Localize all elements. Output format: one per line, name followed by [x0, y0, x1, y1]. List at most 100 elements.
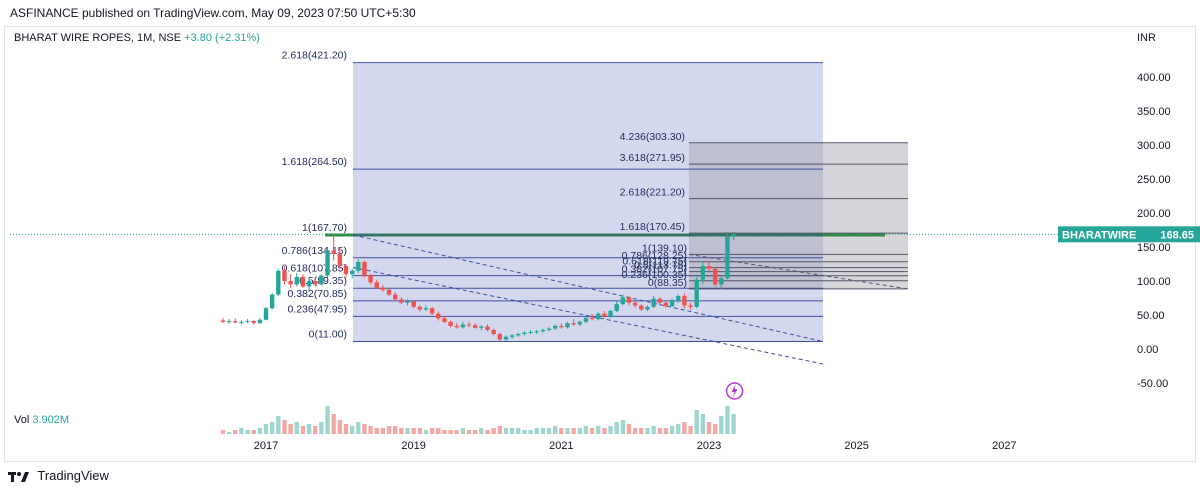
candle-body	[257, 319, 263, 324]
volume-bar	[300, 426, 306, 434]
volume-bar	[386, 426, 392, 434]
fib-retracement-zone	[353, 62, 823, 342]
candle-body	[263, 308, 269, 320]
volume-bar	[417, 428, 423, 434]
candle-body	[429, 308, 435, 314]
candle-body	[288, 281, 293, 285]
volume-bar	[374, 428, 379, 434]
volume-bar	[657, 428, 662, 434]
candle-body	[245, 321, 250, 323]
candle-body	[725, 236, 730, 279]
x-axis-tick-label: 2027	[992, 440, 1016, 452]
fib-extension-label: 2.618(221.20)	[620, 187, 685, 199]
volume-bar	[226, 432, 232, 434]
volume-bar	[602, 428, 607, 434]
fib-level-label: 0.618(107.85)	[282, 263, 347, 275]
candle-body	[454, 325, 459, 328]
candle-body	[356, 261, 361, 271]
volume-bar	[239, 428, 244, 434]
candle-body	[559, 325, 564, 328]
candle-body	[233, 321, 238, 323]
candle-body	[651, 298, 656, 307]
candle-body	[411, 301, 416, 307]
volume-bar	[325, 406, 330, 434]
volume-bar	[559, 428, 564, 434]
candle-body	[276, 270, 281, 295]
volume-bar	[411, 428, 416, 434]
y-axis-tick-label: 350.00	[1137, 106, 1171, 118]
volume-bar	[565, 428, 570, 434]
x-axis-tick-label: 2023	[697, 440, 721, 452]
candle-body	[466, 324, 472, 326]
candle-body	[589, 317, 595, 320]
candle-body	[552, 325, 558, 329]
volume-bar	[448, 430, 453, 434]
candle-body	[614, 304, 619, 311]
candle-body	[349, 270, 355, 275]
volume-bar	[552, 426, 558, 434]
volume-bar	[257, 428, 263, 434]
volume-bar	[522, 430, 527, 434]
volume-bar	[294, 422, 299, 434]
y-axis-tick-label: 200.00	[1137, 208, 1171, 220]
candle-body	[239, 321, 244, 323]
volume-bar	[509, 428, 515, 434]
volume-legend: Vol 3.902M	[14, 414, 69, 426]
volume-bar	[460, 428, 466, 434]
volume-label: Vol	[14, 414, 30, 426]
volume-bar	[731, 414, 736, 434]
volume-bar	[319, 422, 324, 434]
volume-bar	[380, 428, 386, 434]
fib-level-label: 2.618(421.20)	[282, 50, 347, 62]
fib-extension-label: 0.786(128.25)	[622, 250, 687, 262]
volume-bar	[331, 414, 336, 434]
volume-bar	[725, 406, 730, 434]
candle-body	[719, 278, 724, 285]
volume-bar	[399, 428, 404, 434]
volume-bar	[528, 430, 533, 434]
volume-bar	[405, 428, 410, 434]
volume-bar	[251, 430, 256, 434]
candle-body	[571, 323, 576, 325]
fib-extension-label: 1.618(170.45)	[620, 221, 685, 233]
volume-bar	[688, 426, 693, 434]
brand-name: TradingView	[37, 468, 109, 483]
volume-bar	[534, 428, 539, 434]
publisher-header: ASFINANCE published on TradingView.com, …	[10, 6, 416, 20]
candle-body	[620, 297, 626, 305]
lightning-icon	[731, 384, 738, 398]
volume-bar	[682, 422, 687, 434]
fib-extension-label: 0.5(113.75)	[634, 260, 687, 272]
volume-bar	[269, 422, 275, 434]
fib-level-label: 1.618(264.50)	[282, 156, 347, 168]
candle-body	[282, 270, 287, 281]
symbol-title: BHARAT WIRE ROPES, 1M, NSE	[14, 32, 182, 44]
tradingview-footer[interactable]: TradingView	[8, 466, 109, 486]
fib-extension-label: 3.618(271.95)	[620, 152, 685, 164]
volume-bar	[479, 428, 484, 434]
candle-body	[423, 308, 429, 310]
candle-body	[337, 253, 343, 267]
candle-body	[632, 302, 638, 306]
volume-bar	[639, 428, 644, 434]
candle-body	[251, 321, 256, 324]
volume-bar	[589, 428, 595, 434]
candle-body	[460, 324, 466, 328]
volume-bar	[362, 424, 367, 434]
candle-body	[497, 334, 503, 340]
volume-bar	[442, 430, 447, 434]
candle-body	[663, 302, 669, 307]
candle-body	[528, 332, 533, 333]
y-axis-tick-label: 50.00	[1137, 310, 1165, 322]
y-axis-tick-label: 250.00	[1137, 174, 1171, 186]
price-change: +3.80 (+2.31%)	[184, 32, 260, 44]
candle-body	[516, 334, 521, 336]
volume-bar	[571, 428, 576, 434]
volume-bar	[663, 428, 669, 434]
candle-body	[399, 299, 404, 303]
candle-body	[331, 250, 336, 254]
candle-body	[639, 305, 644, 310]
candle-body	[472, 325, 478, 328]
volume-bar	[694, 410, 699, 434]
